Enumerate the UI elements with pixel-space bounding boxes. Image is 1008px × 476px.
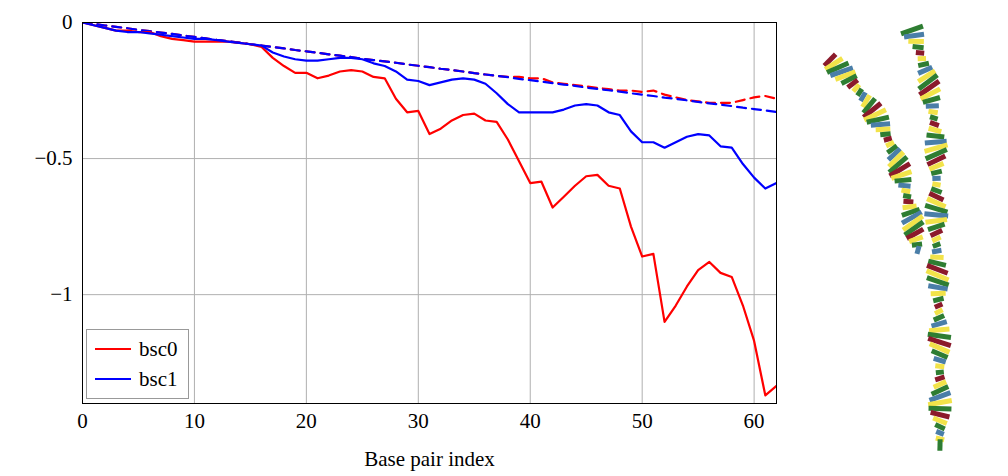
svg-text:10: 10 (184, 409, 205, 433)
svg-text:−0.5: −0.5 (34, 146, 72, 170)
svg-text:−1: −1 (50, 282, 72, 306)
svg-text:0: 0 (77, 409, 88, 433)
svg-text:20: 20 (296, 409, 317, 433)
svg-text:50: 50 (632, 409, 653, 433)
html-text:bsc0: bsc0 (139, 336, 178, 361)
svg-text:60: 60 (744, 409, 765, 433)
html-text:bsc1: bsc1 (139, 366, 178, 391)
svg-text:Base pair index: Base pair index (364, 447, 495, 471)
svg-text:30: 30 (408, 409, 429, 433)
svg-text:0: 0 (62, 10, 73, 34)
svg-text:40: 40 (520, 409, 541, 433)
